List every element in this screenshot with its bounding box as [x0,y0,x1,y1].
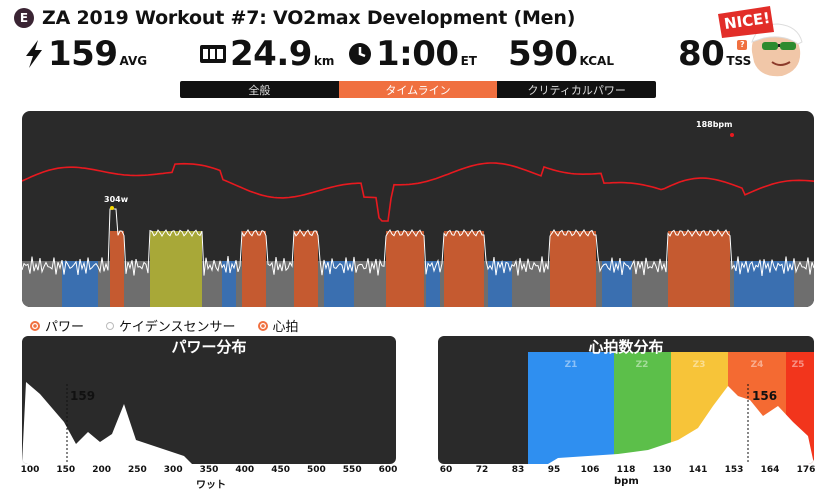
recovery-zone-band [602,261,632,307]
x-tick-label: 130 [652,465,672,475]
tss-help-icon[interactable]: ? [737,39,748,50]
tab-critical-power[interactable]: クリティカルパワー [527,83,626,97]
x-tick-label: 176 [796,465,816,475]
recovery-zone-band [426,261,440,307]
power-distribution-title: パワー分布 [171,338,247,356]
power-avg-label: 159 [70,389,95,403]
x-tick-label: 60 [439,465,453,475]
recovery-zone-band [734,261,794,307]
x-tick-label: 550 [342,465,362,475]
view-tabs: 全般 タイムライン クリティカルパワー [180,81,656,98]
x-tick-label: 141 [688,465,708,475]
power-histogram-shape [22,382,192,464]
tab-timeline[interactable]: タイムライン [338,81,498,98]
workout-title: ZA 2019 Workout #7: VO2max Development (… [42,7,576,29]
x-tick-label: 83 [511,465,525,475]
x-tick-label: 400 [235,465,255,475]
max-power-label: 304w [104,195,129,204]
hr-distribution-panel: Z1 Z2 Z3 Z4 Z5 156 心拍数分布 [438,336,814,464]
legend-heart-rate-radio[interactable] [257,320,268,331]
interval-zone-band [294,231,318,307]
odometer-icon [200,45,226,63]
zone-1-label: Z1 [565,360,578,370]
interval-zone-band [150,231,202,307]
calories-unit: KCAL [579,54,614,68]
power-histogram: 159 [22,382,192,464]
zone-2-band [614,352,671,464]
elapsed-time-stat: 1:00 ET [348,34,477,74]
legend-power[interactable]: パワー [30,316,84,335]
x-tick-label: 72 [475,465,489,475]
zone-3-label: Z3 [693,360,706,370]
distance-unit: km [313,54,335,68]
calories-stat: 590 KCAL [508,34,614,74]
legend-heart-rate-label: 心拍 [272,320,299,335]
hr-histogram: Z1 Z2 Z3 Z4 Z5 156 [528,352,814,464]
timeline-svg: 304w 188bpm [22,120,814,307]
max-hr-label: 188bpm [696,120,733,129]
calories-value: 590 [508,34,578,74]
x-tick-label: 250 [127,465,147,475]
legend-power-label: パワー [45,320,85,335]
tss-stat: 80 TSS ? [678,34,761,74]
hr-avg-label: 156 [752,389,777,403]
x-tick-label: 106 [580,465,600,475]
zone-5-label: Z5 [792,360,805,370]
tss-value: 80 [678,34,725,74]
interval-zone-band [110,231,124,307]
power-distribution-panel: パワー分布 159 [22,336,396,464]
interval-zone-band [242,231,266,307]
interval-zone-band [386,231,424,307]
x-tick-label: 300 [163,465,183,475]
x-tick-label: 500 [306,465,326,475]
distance-stat: 24.9 km [200,34,334,74]
heart-rate-trace [22,162,814,222]
x-tick-label: 350 [199,465,219,475]
tss-unit: TSS [726,54,752,68]
hr-distribution-title: 心拍数分布 [588,338,664,356]
legend-cadence-label: ケイデンスセンサー [119,320,236,335]
avg-power-stat: 159 AVG [24,34,147,74]
power-trace [22,208,814,276]
avg-power-value: 159 [48,34,118,74]
x-tick-label: 153 [724,465,744,475]
interval-zone-band [550,231,596,307]
power-x-axis-label: ワット [196,480,226,491]
hr-x-axis-label: bpm [614,476,639,487]
mascot-avatar: NICE! [714,4,814,78]
x-tick-label: 150 [56,465,76,475]
distance-value: 24.9 [230,34,312,74]
timeline-legend: パワー ケイデンスセンサー 心拍 [30,316,321,335]
zone-2-label: Z2 [636,360,649,370]
interval-zone-band [668,231,730,307]
legend-cadence[interactable]: ケイデンスセンサー [106,316,236,335]
zone-1-band [528,352,614,464]
recovery-zone-band [222,261,236,307]
x-tick-label: 200 [92,465,111,475]
x-tick-label: 100 [20,465,40,475]
legend-power-radio[interactable] [30,320,40,331]
workout-type-badge: E [14,8,34,28]
timeline-chart[interactable]: 304w 188bpm [22,111,814,307]
workout-header: E ZA 2019 Workout #7: VO2max Development… [14,4,575,32]
clock-icon [349,43,371,65]
interval-zone-band [444,231,484,307]
legend-cadence-radio[interactable] [106,321,115,330]
recovery-zone-band [62,261,98,307]
max-hr-marker [730,133,734,137]
x-tick-label: 450 [271,465,290,475]
elapsed-time-unit: ET [460,54,477,68]
lightning-bolt-icon [26,40,42,68]
x-tick-label: 118 [616,465,636,475]
x-tick-label: 95 [547,465,561,475]
tab-overview[interactable]: 全般 [248,83,271,97]
avg-power-unit: AVG [119,54,148,68]
max-power-marker [110,206,114,210]
x-tick-label: 600 [378,465,398,475]
x-tick-label: 164 [760,465,780,475]
legend-heart-rate[interactable]: 心拍 [257,316,299,335]
elapsed-time-value: 1:00 [376,34,459,74]
zone-4-label: Z4 [751,360,764,370]
